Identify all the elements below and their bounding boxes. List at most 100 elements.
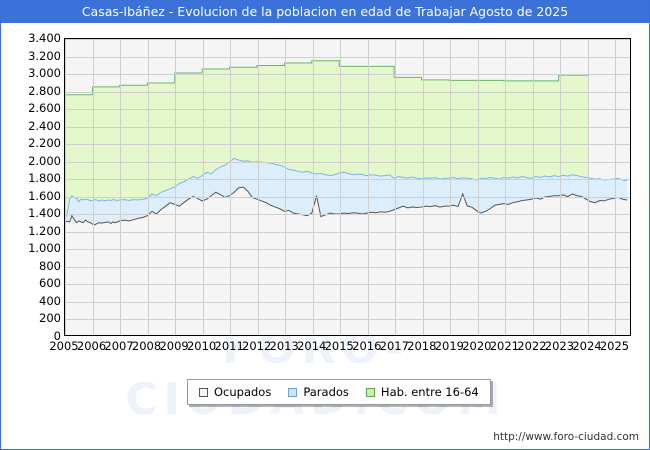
- x-axis-tick-label: 2025: [599, 339, 630, 353]
- x-axis-tick-label: 2010: [186, 339, 217, 353]
- gridline-vertical: [477, 39, 479, 335]
- y-axis-tick-label: 2.600: [28, 101, 61, 116]
- gridline-vertical: [257, 39, 259, 335]
- gridline-horizontal: [65, 301, 630, 303]
- gridline-vertical: [422, 39, 424, 335]
- gridline-horizontal: [65, 319, 630, 321]
- x-axis-tick-label: 2007: [104, 339, 134, 353]
- x-axis-tick-label: 2016: [352, 339, 382, 353]
- gridline-horizontal: [65, 161, 630, 163]
- gridline-vertical: [395, 39, 397, 335]
- x-axis-tick-label: 2023: [544, 339, 575, 353]
- y-axis-tick-label: 3.000: [28, 66, 61, 81]
- gridline-horizontal: [65, 249, 630, 251]
- legend-item[interactable]: Ocupados: [199, 385, 271, 399]
- x-axis-tick-label: 2021: [489, 339, 520, 353]
- window-title: Casas-Ibáñez - Evolucion de la poblacion…: [1, 1, 649, 23]
- x-axis-tick-label: 2019: [434, 339, 464, 353]
- gridline-horizontal: [65, 74, 630, 76]
- plot-inner: [65, 39, 630, 335]
- y-axis-tick-label: 400: [39, 293, 61, 308]
- gridline-horizontal: [65, 231, 630, 233]
- x-axis-tick-label: 2013: [269, 339, 299, 353]
- gridline-horizontal: [65, 109, 630, 111]
- series-line-hab-entre-16-64: [65, 61, 589, 95]
- legend-label: Parados: [303, 385, 349, 399]
- y-axis-tick-label: 2.800: [28, 83, 61, 98]
- y-axis: 0 200 400 600 800 1.000 1.200 1.400 1.600 1.800 2.…: [1, 31, 61, 343]
- x-axis-tick-label: 2011: [214, 339, 244, 353]
- gridline-vertical: [312, 39, 314, 335]
- legend-label: Ocupados: [214, 385, 272, 399]
- gridline-horizontal: [65, 284, 630, 286]
- gridline-vertical: [340, 39, 342, 335]
- footer-url: http://www.foro-ciudad.com: [493, 431, 639, 443]
- x-axis-tick-label: 2018: [407, 339, 437, 353]
- gridline-horizontal: [65, 214, 630, 216]
- gridline-horizontal: [65, 56, 630, 58]
- legend-item[interactable]: Parados: [288, 385, 349, 399]
- x-axis-tick-label: 2020: [462, 339, 492, 353]
- legend-swatch-icon: [365, 387, 375, 397]
- gridline-vertical: [367, 39, 369, 335]
- y-axis-tick-label: 1.000: [28, 241, 61, 256]
- y-axis-tick-label: 1.800: [28, 171, 61, 186]
- series-area-ocupados: [65, 187, 628, 335]
- x-axis-tick-label: 2005: [49, 339, 79, 353]
- gridline-vertical: [202, 39, 204, 335]
- series-svg: [65, 39, 630, 335]
- legend-item[interactable]: Hab. entre 16-64: [365, 385, 479, 399]
- gridline-vertical: [65, 39, 66, 335]
- chart-legend: Ocupados Parados Hab. entre 16-64: [187, 379, 491, 405]
- gridline-vertical: [615, 39, 617, 335]
- gridline-horizontal: [65, 196, 630, 198]
- gridline-horizontal: [65, 266, 630, 268]
- y-axis-tick-label: 1.400: [28, 206, 61, 221]
- y-axis-tick-label: 1.600: [28, 188, 61, 203]
- gridline-vertical: [560, 39, 562, 335]
- x-axis-tick-label: 2006: [76, 339, 107, 353]
- y-axis-tick-label: 3.200: [28, 48, 61, 63]
- gridline-vertical: [285, 39, 287, 335]
- gridline-vertical: [532, 39, 534, 335]
- gridline-vertical: [505, 39, 507, 335]
- gridline-horizontal: [65, 179, 630, 181]
- legend-swatch-icon: [199, 387, 208, 397]
- gridline-horizontal: [65, 39, 630, 40]
- x-axis-tick-label: 2024: [572, 339, 602, 353]
- x-axis-tick-label: 2022: [517, 339, 547, 353]
- gridline-vertical: [175, 39, 177, 335]
- x-axis-tick-label: 2012: [242, 339, 272, 353]
- y-axis-tick-label: 0: [53, 329, 61, 343]
- gridline-horizontal: [65, 126, 630, 128]
- x-axis-tick-label: 2014: [297, 339, 327, 353]
- gridline-vertical: [587, 39, 589, 335]
- gridline-vertical: [147, 39, 149, 335]
- chart-region: FORO-CIUDAD.COM 02004006008001.0001.2001…: [1, 23, 649, 449]
- y-axis-tick-label: 1.200: [28, 223, 61, 238]
- y-axis-tick-label: 800: [39, 258, 61, 273]
- y-axis-tick-label: 2.000: [28, 153, 61, 168]
- series-line-ocupados: [65, 187, 627, 225]
- y-axis-tick-label: 2.200: [28, 136, 61, 151]
- x-axis-tick-label: 2015: [324, 339, 354, 353]
- legend-swatch-icon: [288, 387, 298, 397]
- y-axis-tick-label: 3.400: [28, 31, 61, 45]
- y-axis-tick-label: 200: [39, 311, 61, 326]
- gridline-vertical: [92, 39, 94, 335]
- series-line-parados: [65, 158, 627, 219]
- y-axis-tick-label: 2.400: [28, 118, 61, 133]
- x-axis-tick-label: 2017: [379, 339, 409, 353]
- x-axis-tick-label: 2009: [159, 339, 189, 353]
- x-axis: 2005 2006 2007 2008 2009 2010 2011 2012 2013 2014…: [49, 339, 631, 357]
- y-axis-tick-label: 600: [39, 276, 61, 291]
- gridline-vertical: [450, 39, 452, 335]
- gridline-vertical: [120, 39, 122, 335]
- gridline-horizontal: [65, 91, 630, 93]
- x-axis-tick-label: 2008: [131, 339, 162, 353]
- legend-label: Hab. entre 16-64: [380, 385, 479, 399]
- gridline-horizontal: [65, 144, 630, 146]
- plot-area: [64, 38, 631, 336]
- gridline-vertical: [230, 39, 232, 335]
